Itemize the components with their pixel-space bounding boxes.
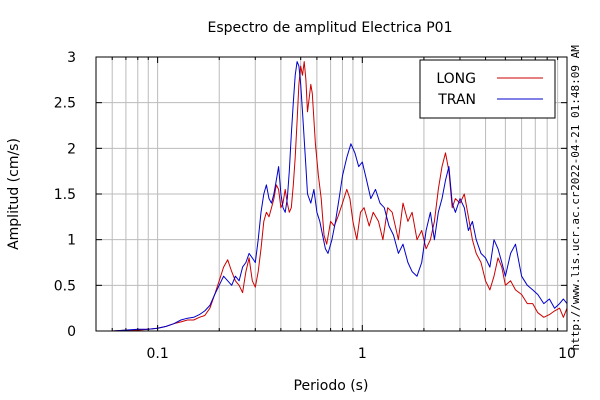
x-tick-label: 1 [358, 346, 367, 362]
legend-box [419, 59, 556, 119]
x-tick-label: 10 [558, 346, 576, 362]
x-tick-label: 0.1 [146, 346, 168, 362]
y-tick-label: 2 [67, 141, 76, 157]
axis-ticks [95, 56, 568, 332]
legend: LONG TRAN [419, 59, 556, 119]
y-tick-label: 1.5 [54, 187, 76, 203]
legend-label-long: LONG [436, 71, 476, 87]
chart-title: Espectro de amplitud Electrica P01 [208, 20, 453, 36]
legend-label-tran: TRAN [437, 92, 476, 108]
x-axis-label: Periodo (s) [294, 378, 369, 394]
y-tick-label: 2.5 [54, 96, 76, 112]
x-tick-labels: 0.1 1 10 [146, 346, 575, 362]
y-axis-label: Amplitud (cm/s) [6, 138, 22, 250]
timestamp-text: 2022-04-21 01:48:09 AM [569, 45, 582, 191]
series-line-tran [96, 61, 568, 332]
series-layer [96, 61, 568, 332]
y-tick-label: 0.5 [54, 278, 76, 294]
y-tick-label: 3 [67, 50, 76, 66]
y-tick-label: 0 [67, 324, 76, 340]
y-tick-labels: 0 0.5 1 1.5 2 2.5 3 [54, 50, 76, 340]
source-url-text: http://www.lis.ucr.ac.cr [569, 191, 582, 350]
y-tick-label: 1 [67, 233, 76, 249]
grid-lines [95, 56, 568, 332]
series-line-long [96, 61, 568, 332]
